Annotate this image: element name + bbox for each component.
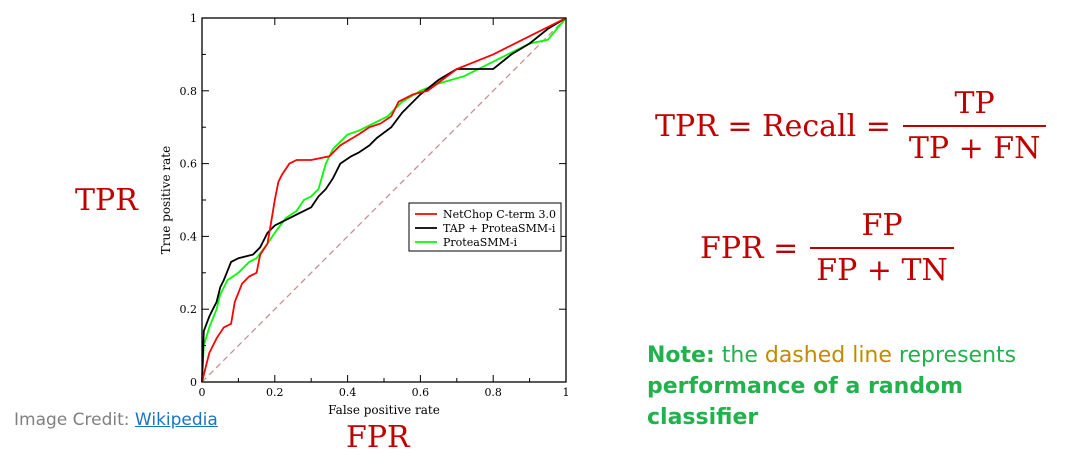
legend-label-1: TAP + ProteaSMM-i: [443, 222, 556, 235]
fpr-numerator: FP: [861, 208, 903, 243]
ticks-layer: 0 0.2 0.4 0.6 0.8 1 0 0.2 0.4 0.6 0.8 1: [180, 12, 570, 399]
note-part1: the: [714, 343, 765, 368]
note-text: Note: the dashed line represents perform…: [647, 340, 1057, 433]
series-layer: [201, 17, 567, 383]
note-label: Note:: [647, 343, 715, 368]
tpr-fraction: TP TP + FN: [902, 86, 1047, 166]
series-line-0: [201, 17, 567, 383]
legend-label-0: NetChop C-term 3.0: [443, 208, 556, 221]
image-credit: Image Credit: Wikipedia: [14, 410, 218, 430]
x-tick-label: 0.8: [484, 386, 502, 399]
y-tick-label: 0: [190, 376, 197, 389]
y-tick-label: 0.8: [180, 85, 198, 98]
plot-frame: [201, 17, 567, 383]
tpr-denominator: TP + FN: [908, 131, 1041, 166]
tpr-formula-lhs: TPR = Recall =: [655, 108, 891, 144]
series-line-2: [201, 17, 567, 383]
fpr-side-label: FPR: [346, 420, 410, 455]
tpr-numerator: TP: [954, 86, 995, 121]
legend-box: [408, 202, 562, 252]
y-tick-label: 0.4: [180, 230, 198, 243]
x-tick-label: 0.6: [412, 386, 430, 399]
series-line-3: [201, 17, 567, 383]
wikipedia-link[interactable]: Wikipedia: [134, 410, 218, 430]
x-tick-label: 0.4: [339, 386, 357, 399]
series-line-1: [201, 17, 567, 383]
fpr-fraction-bar: [810, 247, 954, 249]
roc-chart: 0 0.2 0.4 0.6 0.8 1 0 0.2 0.4 0.6 0.8 1 False posit…: [159, 12, 570, 417]
tpr-fraction-bar: [902, 125, 1047, 127]
fpr-formula-lhs: FPR =: [700, 230, 799, 266]
x-tick-label: 0.2: [266, 386, 284, 399]
y-tick-label: 1: [190, 12, 197, 25]
note-highlight: dashed line: [764, 343, 892, 368]
y-tick-label: 0.2: [180, 303, 198, 316]
x-axis-label: False positive rate: [328, 403, 440, 417]
legend-label-2: ProteaSMM-i: [443, 236, 518, 249]
tpr-side-label: TPR: [75, 183, 138, 218]
x-tick-label: 0: [199, 386, 206, 399]
tpr-formula: TPR = Recall = TP TP + FN: [655, 86, 1047, 166]
credit-prefix: Image Credit:: [14, 410, 135, 430]
x-tick-label: 1: [563, 386, 570, 399]
note-part2: represents: [891, 343, 1017, 368]
fpr-denominator: FP + TN: [816, 253, 948, 288]
note-bold-end: performance of a random classifier: [647, 374, 964, 430]
y-axis-label: True positive rate: [159, 146, 173, 254]
y-tick-label: 0.6: [180, 158, 198, 171]
fpr-formula: FPR = FP FP + TN: [700, 208, 954, 288]
fpr-fraction: FP FP + TN: [810, 208, 954, 288]
